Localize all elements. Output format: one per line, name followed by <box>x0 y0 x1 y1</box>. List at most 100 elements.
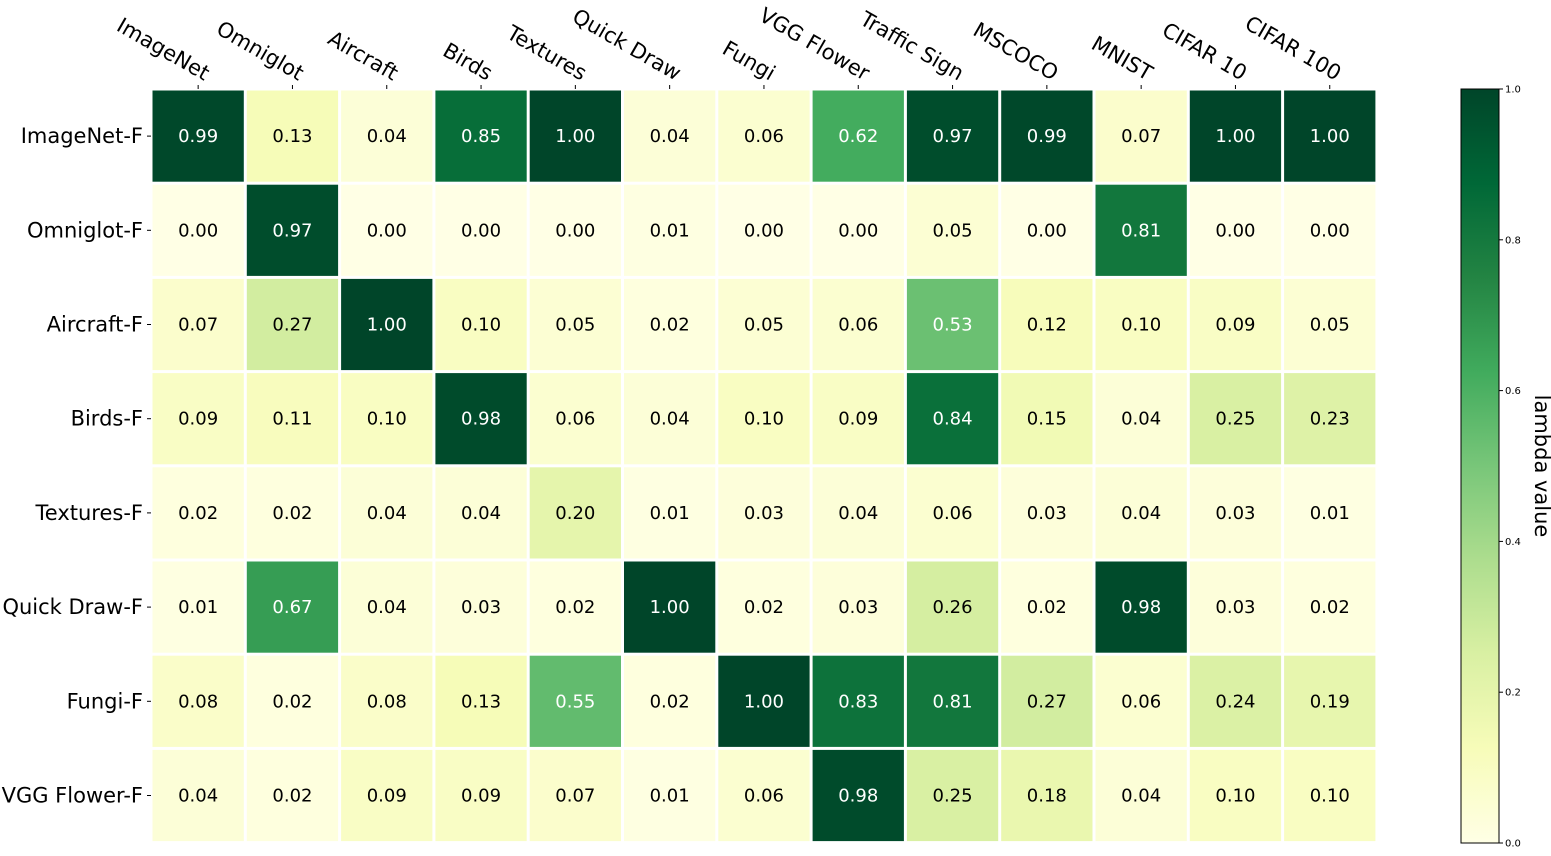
heatmap-cell-value-2-1: 0.27 <box>272 315 312 336</box>
heatmap-cell-7-1 <box>246 749 339 842</box>
row-label-6: Fungi-F <box>67 689 143 713</box>
heatmap-cell-value-0-1: 0.13 <box>272 126 312 147</box>
heatmap-cell-3-9 <box>1001 373 1093 465</box>
heatmap-cell-value-4-8: 0.06 <box>933 503 973 524</box>
colorbar-gradient-bar <box>1460 88 1500 844</box>
heatmap-cell-4-12 <box>1284 467 1376 559</box>
colorbar-tick-label-0: 0.0 <box>1505 839 1521 850</box>
heatmap-cell-value-2-6: 0.05 <box>744 315 784 336</box>
heatmap-cell-0-5 <box>624 90 716 182</box>
heatmap-cell-value-1-4: 0.00 <box>555 220 595 241</box>
heatmap-cell-1-4 <box>529 184 621 276</box>
heatmap-cell-value-1-11: 0.00 <box>1215 220 1255 241</box>
heatmap-cell-value-2-3: 0.10 <box>461 315 501 336</box>
heatmap-cell-value-6-0: 0.08 <box>178 691 218 712</box>
column-label-12: CIFAR 100 <box>1241 11 1345 85</box>
heatmap-cell-2-1 <box>246 278 339 371</box>
heatmap-cell-5-11 <box>1189 561 1282 653</box>
heatmap-cell-value-1-2: 0.00 <box>367 220 407 241</box>
heatmap-cell-4-1 <box>246 467 339 559</box>
heatmap-cell-value-0-11: 1.00 <box>1215 126 1255 147</box>
colorbar-title: lambda value <box>1530 395 1551 538</box>
row-labels: ImageNet-F Omniglot-F Aircraft-F Birds-F Tex… <box>2 124 151 808</box>
heatmap-cell-2-7 <box>812 278 904 371</box>
heatmap-cell-value-4-1: 0.02 <box>272 503 312 524</box>
heatmap-cell-3-3 <box>435 373 527 465</box>
heatmap-cell-3-11 <box>1189 373 1282 465</box>
heatmap-cell-7-6 <box>718 749 810 842</box>
heatmap-cell-6-8 <box>906 655 999 747</box>
heatmap-cell-value-2-12: 0.05 <box>1310 315 1350 336</box>
heatmap-cell-value-1-5: 0.01 <box>650 220 690 241</box>
heatmap-cell-value-2-4: 0.05 <box>555 315 595 336</box>
heatmap-cell-value-1-10: 0.81 <box>1121 220 1161 241</box>
heatmap-cell-value-1-7: 0.00 <box>838 220 878 241</box>
heatmap-cell-6-3 <box>435 655 527 747</box>
heatmap-cell-4-8 <box>906 467 999 559</box>
heatmap-cell-2-4 <box>529 278 621 371</box>
heatmap-cell-value-0-12: 1.00 <box>1310 126 1350 147</box>
heatmap-cell-3-8 <box>906 373 999 465</box>
heatmap-cell-0-11 <box>1189 90 1282 182</box>
heatmap-cell-value-2-10: 0.10 <box>1121 315 1161 336</box>
heatmap-cell-6-5 <box>624 655 716 747</box>
heatmap-cell-value-0-7: 0.62 <box>838 126 878 147</box>
heatmap-cell-value-4-12: 0.01 <box>1310 503 1350 524</box>
heatmap-cell-value-6-8: 0.81 <box>933 691 973 712</box>
heatmap-cell-7-12 <box>1284 749 1376 842</box>
heatmap-cell-7-5 <box>624 749 716 842</box>
row-label-0: ImageNet-F <box>21 124 143 148</box>
heatmap-cell-5-3 <box>435 561 527 653</box>
heatmap-cell-value-0-9: 0.99 <box>1027 126 1067 147</box>
colorbar-tick-label-2: 0.4 <box>1505 537 1521 548</box>
row-label-1: Omniglot-F <box>27 218 143 242</box>
heatmap-cell-value-1-3: 0.00 <box>461 220 501 241</box>
heatmap-cell-value-0-5: 0.04 <box>650 126 690 147</box>
heatmap-cell-value-4-3: 0.04 <box>461 503 501 524</box>
heatmap-cell-value-3-2: 0.10 <box>367 409 407 430</box>
heatmap-cell-6-2 <box>341 655 433 747</box>
column-label-6: Fungi <box>718 36 779 85</box>
heatmap-cell-2-11 <box>1189 278 1282 371</box>
heatmap-cell-0-10 <box>1095 90 1187 182</box>
heatmap-cell-3-10 <box>1095 373 1187 465</box>
heatmap-cell-6-12 <box>1284 655 1376 747</box>
heatmap-cell-0-2 <box>341 90 433 182</box>
heatmap-cell-3-7 <box>812 373 904 465</box>
heatmap-cells <box>152 90 1376 842</box>
heatmap-cell-value-4-7: 0.04 <box>838 503 878 524</box>
heatmap-cell-value-7-2: 0.09 <box>367 786 407 807</box>
colorbar-tick-label-5: 1.0 <box>1505 85 1521 96</box>
heatmap-cell-value-2-0: 0.07 <box>178 315 218 336</box>
heatmap-cell-value-6-3: 0.13 <box>461 691 501 712</box>
column-label-9: MSCOCO <box>969 18 1062 86</box>
heatmap-cell-5-8 <box>906 561 999 653</box>
heatmap-cell-4-11 <box>1189 467 1282 559</box>
heatmap-cell-value-6-5: 0.02 <box>650 691 690 712</box>
heatmap-cell-value-2-7: 0.06 <box>838 315 878 336</box>
heatmap-cell-value-5-2: 0.04 <box>367 597 407 618</box>
heatmap-cell-value-3-1: 0.11 <box>272 409 312 430</box>
heatmap-cell-0-9 <box>1001 90 1093 182</box>
heatmap-cell-value-4-10: 0.04 <box>1121 503 1161 524</box>
heatmap-cell-5-4 <box>529 561 621 653</box>
column-label-1: Omniglot <box>212 16 307 85</box>
heatmap-cell-value-4-9: 0.03 <box>1027 503 1067 524</box>
column-label-8: Traffic Sign <box>855 6 968 85</box>
heatmap-cell-value-3-0: 0.09 <box>178 409 218 430</box>
heatmap-cell-value-5-8: 0.26 <box>933 597 973 618</box>
row-label-7: VGG Flower-F <box>2 784 143 808</box>
heatmap-cell-5-12 <box>1284 561 1376 653</box>
heatmap-cell-4-3 <box>435 467 527 559</box>
heatmap-cell-value-5-12: 0.02 <box>1310 597 1350 618</box>
heatmap-cell-value-7-4: 0.07 <box>555 786 595 807</box>
heatmap-cell-value-6-10: 0.06 <box>1121 691 1161 712</box>
heatmap-cell-1-12 <box>1284 184 1376 276</box>
heatmap-cell-0-0 <box>152 90 244 182</box>
row-label-2: Aircraft-F <box>47 313 143 337</box>
heatmap-cell-0-12 <box>1284 90 1376 182</box>
heatmap-cell-value-1-9: 0.00 <box>1027 220 1067 241</box>
heatmap-cell-5-0 <box>152 561 244 653</box>
heatmap-cell-5-6 <box>718 561 810 653</box>
heatmap-cell-value-7-10: 0.04 <box>1121 786 1161 807</box>
